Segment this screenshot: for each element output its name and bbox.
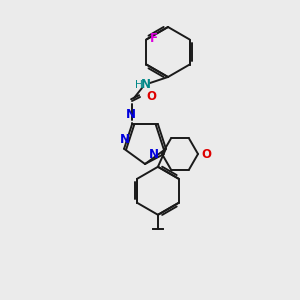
Text: H: H: [135, 80, 143, 90]
Text: N: N: [120, 133, 130, 146]
Text: O: O: [146, 91, 156, 103]
Text: N: N: [141, 79, 151, 92]
Text: O: O: [201, 148, 211, 160]
Text: F: F: [150, 32, 158, 45]
Text: N: N: [126, 108, 136, 121]
Text: N: N: [149, 148, 159, 160]
